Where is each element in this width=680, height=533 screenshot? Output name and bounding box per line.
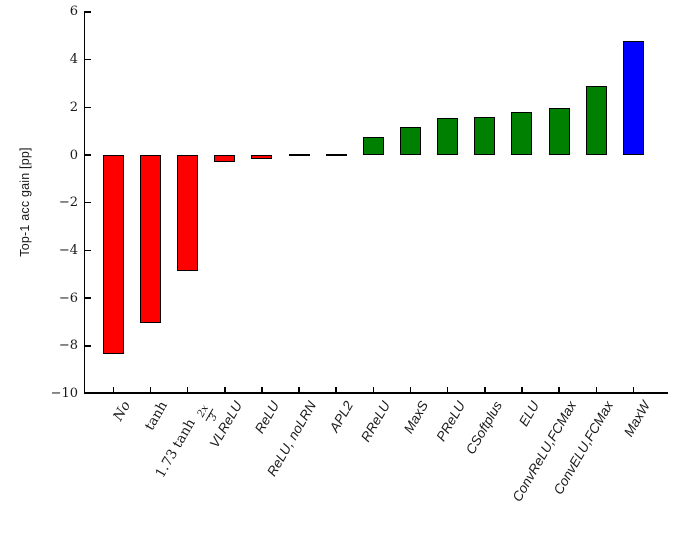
x-tick-mark	[112, 386, 115, 393]
x-tick-mark	[446, 386, 449, 393]
y-tick-mark	[85, 201, 91, 204]
x-tick-mark	[224, 386, 226, 393]
bar-VLReLU	[214, 155, 236, 163]
bar-1.73 tanh 2x/3	[177, 155, 199, 271]
x-tick-mark	[558, 386, 560, 393]
bar-MaxS	[400, 127, 421, 155]
y-tick-mark	[85, 154, 91, 156]
y-tick-mark	[85, 345, 91, 347]
bar-ConvReLU,FCMax	[548, 108, 570, 155]
x-tick-mark	[149, 386, 152, 393]
y-tick-label: −6	[58, 290, 78, 306]
y-tick-label: −8	[58, 338, 78, 354]
y-tick-label: 6	[69, 4, 78, 20]
y-tick-mark	[85, 249, 91, 252]
y-tick-label: −4	[58, 242, 78, 258]
y-tick-mark	[85, 106, 91, 109]
bar-ReLU	[251, 155, 273, 159]
x-tick-mark	[484, 386, 486, 393]
y-tick-label: 4	[69, 52, 78, 68]
y-tick-mark	[85, 297, 91, 299]
x-tick-mark	[261, 386, 263, 393]
x-tick-mark	[632, 386, 635, 393]
bar-ELU	[511, 111, 533, 155]
y-tick-mark	[85, 11, 91, 13]
y-tick-label: −2	[58, 195, 78, 211]
y-tick-mark	[85, 58, 91, 61]
bar-APL2	[325, 153, 347, 156]
x-tick-label: No	[110, 398, 135, 424]
bar-RReLU	[362, 136, 384, 155]
x-tick-mark	[409, 386, 412, 393]
bar-ConvELU,FCMax	[585, 85, 607, 155]
y-tick-label: 2	[69, 99, 78, 115]
x-axis-spine	[83, 392, 668, 395]
y-tick-mark	[85, 392, 91, 395]
bar-MaxW	[622, 41, 644, 155]
bar-PReLU	[437, 117, 459, 155]
x-tick-mark	[595, 386, 597, 393]
bar-tanh	[139, 155, 161, 324]
x-tick-mark	[372, 386, 375, 393]
x-tick-mark	[298, 386, 300, 393]
x-tick-mark	[186, 386, 189, 393]
x-tick-mark	[335, 386, 337, 393]
bar-ReLU, noLRN	[288, 153, 310, 156]
y-tick-label: 0	[69, 147, 78, 163]
bar-No	[102, 155, 124, 355]
bar-CSoftplus	[474, 116, 496, 155]
y-axis-spine	[83, 11, 86, 394]
y-tick-label: −10	[50, 386, 78, 401]
x-tick-mark	[521, 386, 523, 393]
